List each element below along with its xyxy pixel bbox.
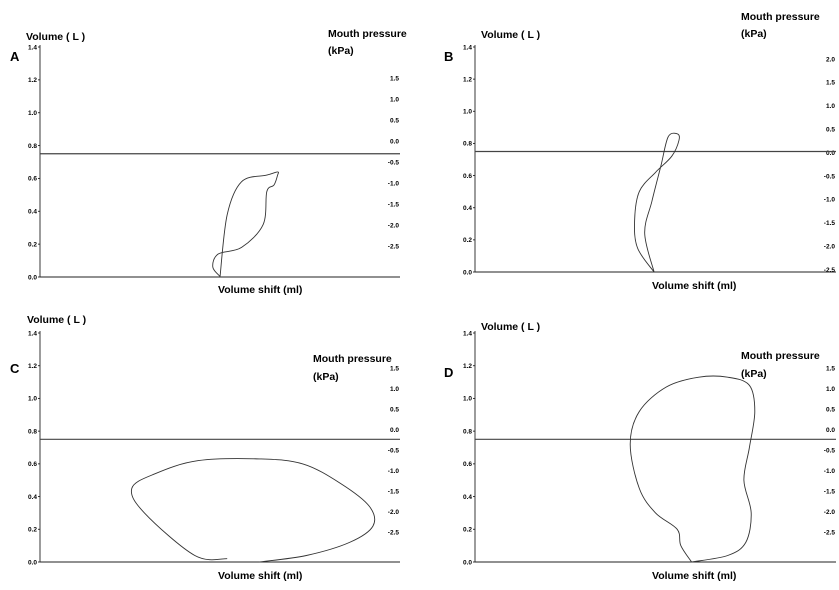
right-tick-d: -1.0 bbox=[824, 468, 836, 475]
left-tick-b: 0.8 bbox=[463, 141, 472, 148]
right-tick-b: 1.5 bbox=[826, 80, 835, 87]
right-axis-title-b-line1: Mouth pressure bbox=[741, 11, 820, 23]
panel-c: C Volume ( L ) Mouth pressure (kPa) 0.0 0.2 0.… bbox=[10, 314, 400, 582]
right-tick-a: -2.5 bbox=[388, 243, 400, 250]
pressure-volume-loop-d bbox=[629, 375, 756, 563]
right-tick-c: -2.5 bbox=[388, 529, 400, 536]
pressure-volume-loop-b bbox=[634, 132, 680, 273]
right-tick-d: -0.5 bbox=[824, 447, 836, 454]
right-tick-c: -2.0 bbox=[388, 509, 400, 516]
panel-letter-a: A bbox=[10, 49, 20, 64]
pressure-volume-loop-a bbox=[212, 171, 279, 278]
left-axis-title-d: Volume ( L ) bbox=[481, 321, 540, 333]
left-tick-a: 1.2 bbox=[28, 77, 37, 84]
panel-d: D Volume ( L ) Mouth pressure (kPa) 0.0 0.2 0.… bbox=[444, 321, 836, 582]
left-tick-a: 1.4 bbox=[28, 44, 37, 51]
right-tick-c: 1.5 bbox=[390, 365, 399, 372]
left-tick-b: 0.4 bbox=[463, 205, 472, 212]
right-axis-title-c-line2: (kPa) bbox=[313, 371, 339, 383]
right-tick-a: -2.0 bbox=[388, 222, 400, 229]
right-tick-b: -0.5 bbox=[824, 173, 836, 180]
left-tick-b: 0.0 bbox=[463, 269, 472, 276]
right-tick-c: 0.0 bbox=[390, 427, 399, 434]
right-tick-d: 1.5 bbox=[826, 365, 835, 372]
left-tick-b: 0.6 bbox=[463, 173, 472, 180]
left-tick-c: 0.0 bbox=[28, 559, 37, 566]
left-tick-c: 0.8 bbox=[28, 428, 37, 435]
x-axis-title-c: Volume shift (ml) bbox=[218, 570, 302, 582]
right-tick-b: -1.5 bbox=[824, 220, 836, 227]
left-tick-a: 1.0 bbox=[28, 110, 37, 117]
right-tick-d: 0.5 bbox=[826, 406, 835, 413]
right-tick-d: -2.0 bbox=[824, 509, 836, 516]
left-tick-d: 0.8 bbox=[463, 428, 472, 435]
left-tick-c: 1.0 bbox=[28, 396, 37, 403]
left-tick-b: 1.4 bbox=[463, 44, 472, 51]
right-axis-title-b-line2: (kPa) bbox=[741, 28, 767, 40]
right-tick-a: -0.5 bbox=[388, 159, 400, 166]
right-axis-title-a-line2: (kPa) bbox=[328, 45, 354, 57]
left-tick-b: 0.2 bbox=[463, 237, 472, 244]
right-tick-d: -1.5 bbox=[824, 488, 836, 495]
right-tick-a: -1.5 bbox=[388, 201, 400, 208]
panel-letter-d: D bbox=[444, 365, 453, 380]
left-tick-c: 1.4 bbox=[28, 330, 37, 337]
right-tick-c: -0.5 bbox=[388, 447, 400, 454]
right-axis-title-d-line1: Mouth pressure bbox=[741, 350, 820, 362]
left-tick-a: 0.6 bbox=[28, 176, 37, 183]
left-tick-d: 0.6 bbox=[463, 461, 472, 468]
right-tick-c: 1.0 bbox=[390, 386, 399, 393]
right-tick-d: -2.5 bbox=[824, 529, 836, 536]
right-tick-c: 0.5 bbox=[390, 406, 399, 413]
left-tick-a: 0.4 bbox=[28, 209, 37, 216]
left-tick-a: 0.8 bbox=[28, 143, 37, 150]
x-axis-title-a: Volume shift (ml) bbox=[218, 284, 302, 296]
left-tick-d: 0.2 bbox=[463, 527, 472, 534]
right-tick-d: 0.0 bbox=[826, 427, 835, 434]
right-tick-a: 0.5 bbox=[390, 117, 399, 124]
right-tick-b: 0.0 bbox=[826, 150, 835, 157]
left-axis-title-b: Volume ( L ) bbox=[481, 29, 540, 41]
right-tick-b: -2.5 bbox=[824, 267, 836, 274]
right-tick-b: 2.0 bbox=[826, 56, 835, 63]
panel-letter-c: C bbox=[10, 361, 20, 376]
x-axis-title-b: Volume shift (ml) bbox=[652, 280, 736, 292]
left-tick-a: 0.0 bbox=[28, 274, 37, 281]
left-tick-d: 0.4 bbox=[463, 494, 472, 501]
left-tick-c: 0.2 bbox=[28, 527, 37, 534]
right-tick-b: 0.5 bbox=[826, 127, 835, 134]
right-axis-title-a-line1: Mouth pressure bbox=[328, 28, 407, 40]
right-axis-title-c-line1: Mouth pressure bbox=[313, 353, 392, 365]
right-tick-d: 1.0 bbox=[826, 386, 835, 393]
right-tick-a: -1.0 bbox=[388, 180, 400, 187]
panel-a: A Volume ( L ) Mouth pressure (kPa) 0.0 0.2 0.… bbox=[10, 28, 407, 296]
left-tick-d: 1.4 bbox=[463, 330, 472, 337]
pressure-volume-loop-c bbox=[130, 458, 376, 563]
left-tick-d: 0.0 bbox=[463, 559, 472, 566]
right-tick-b: 1.0 bbox=[826, 103, 835, 110]
right-tick-c: -1.0 bbox=[388, 468, 400, 475]
left-tick-d: 1.2 bbox=[463, 363, 472, 370]
right-tick-a: 1.5 bbox=[390, 75, 399, 82]
x-axis-title-d: Volume shift (ml) bbox=[652, 570, 736, 582]
left-tick-b: 1.0 bbox=[463, 109, 472, 116]
left-axis-title-c: Volume ( L ) bbox=[27, 314, 86, 326]
left-tick-c: 0.6 bbox=[28, 461, 37, 468]
right-tick-a: 1.0 bbox=[390, 96, 399, 103]
left-tick-c: 1.2 bbox=[28, 363, 37, 370]
right-tick-c: -1.5 bbox=[388, 488, 400, 495]
left-axis-title-a: Volume ( L ) bbox=[26, 31, 85, 43]
right-tick-b: -2.0 bbox=[824, 244, 836, 251]
left-tick-c: 0.4 bbox=[28, 494, 37, 501]
left-tick-a: 0.2 bbox=[28, 241, 37, 248]
right-axis-title-d-line2: (kPa) bbox=[741, 368, 767, 380]
left-tick-d: 1.0 bbox=[463, 396, 472, 403]
right-tick-a: 0.0 bbox=[390, 138, 399, 145]
left-tick-b: 1.2 bbox=[463, 76, 472, 83]
panel-letter-b: B bbox=[444, 49, 453, 64]
right-tick-b: -1.0 bbox=[824, 197, 836, 204]
panel-b: B Volume ( L ) Mouth pressure (kPa) 0.0 0.2 0.… bbox=[444, 11, 836, 292]
